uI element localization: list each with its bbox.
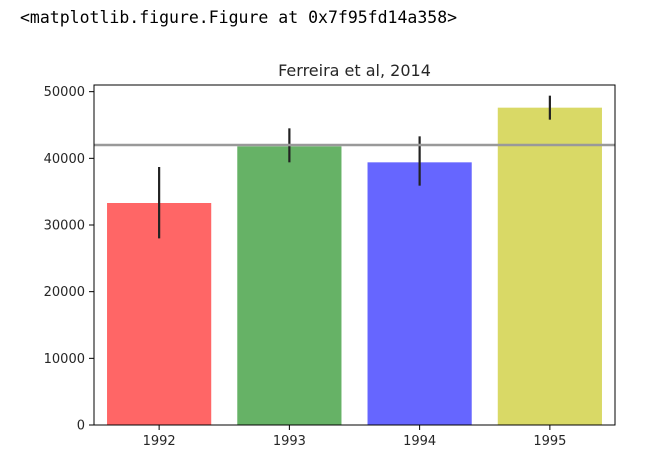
x-tick-label-1994: 1994 xyxy=(403,434,436,449)
x-tick-label-1992: 1992 xyxy=(143,434,176,449)
x-tick-label-1995: 1995 xyxy=(533,434,566,449)
y-tick-label: 10000 xyxy=(44,352,85,367)
y-tick-label: 30000 xyxy=(44,219,85,234)
axes-frame xyxy=(93,84,616,426)
x-tick-label-1993: 1993 xyxy=(273,434,306,449)
y-tick-label: 0 xyxy=(77,419,85,434)
plot-frame xyxy=(93,84,616,426)
error-bars-layer xyxy=(158,95,551,239)
bars-layer xyxy=(107,107,602,426)
x-axis-ticks: 1992 1993 1994 1995 xyxy=(143,425,566,449)
bar-1995 xyxy=(497,107,602,426)
bar-1994 xyxy=(367,162,472,426)
y-tick-label: 20000 xyxy=(44,285,85,300)
y-tick-label: 50000 xyxy=(44,85,85,100)
y-axis-ticks: 0 10000 20000 30000 40000 50000 xyxy=(44,85,94,434)
chart-title: Ferreira et al, 2014 xyxy=(278,61,431,80)
bar-1993 xyxy=(237,146,342,426)
cell-output-text: <matplotlib.figure.Figure at 0x7f95fd14a… xyxy=(20,8,458,27)
y-tick-label: 40000 xyxy=(44,152,85,167)
bar-1992 xyxy=(107,203,212,425)
